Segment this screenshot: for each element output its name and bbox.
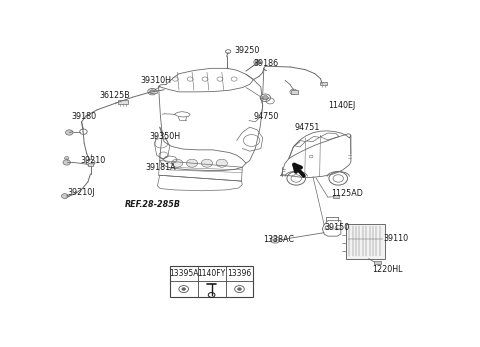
Text: 13396: 13396 — [228, 269, 252, 278]
Circle shape — [172, 159, 183, 167]
Circle shape — [263, 96, 268, 100]
Circle shape — [66, 130, 73, 135]
Bar — [118, 100, 128, 104]
Text: 39310H: 39310H — [140, 76, 171, 85]
Circle shape — [238, 288, 241, 290]
Bar — [334, 195, 339, 198]
Circle shape — [182, 288, 186, 290]
Bar — [374, 261, 381, 264]
Text: 36125B: 36125B — [99, 91, 130, 100]
Bar — [150, 90, 157, 93]
Text: 1140EJ: 1140EJ — [328, 101, 355, 110]
Text: 39181A: 39181A — [145, 163, 176, 172]
Circle shape — [202, 159, 213, 167]
Circle shape — [150, 90, 155, 93]
Text: 39210J: 39210J — [67, 188, 95, 197]
Text: 13395A: 13395A — [169, 269, 198, 278]
Text: 1125AD: 1125AD — [332, 189, 363, 198]
Text: 39180: 39180 — [71, 112, 96, 121]
Circle shape — [216, 159, 228, 167]
Circle shape — [255, 61, 259, 64]
Circle shape — [61, 194, 68, 198]
Circle shape — [273, 238, 277, 241]
Text: REF.28-285B: REF.28-285B — [125, 200, 181, 209]
Text: 39210: 39210 — [81, 156, 106, 165]
Text: 1220HL: 1220HL — [372, 265, 403, 274]
Text: 94751: 94751 — [294, 122, 320, 132]
Text: 39150: 39150 — [324, 223, 349, 232]
Bar — [87, 163, 94, 166]
Bar — [170, 266, 253, 297]
Circle shape — [63, 160, 71, 165]
Bar — [321, 82, 327, 85]
Bar — [346, 224, 385, 259]
Text: 1338AC: 1338AC — [263, 235, 294, 244]
Text: 94750: 94750 — [253, 112, 279, 121]
Circle shape — [186, 159, 198, 167]
Text: 39250: 39250 — [235, 46, 260, 56]
Bar — [290, 90, 298, 94]
Circle shape — [64, 156, 69, 160]
Text: 39186: 39186 — [253, 59, 278, 68]
Text: 39110: 39110 — [384, 234, 409, 243]
Text: 1140FY: 1140FY — [197, 269, 226, 278]
Text: 39350H: 39350H — [149, 132, 180, 141]
